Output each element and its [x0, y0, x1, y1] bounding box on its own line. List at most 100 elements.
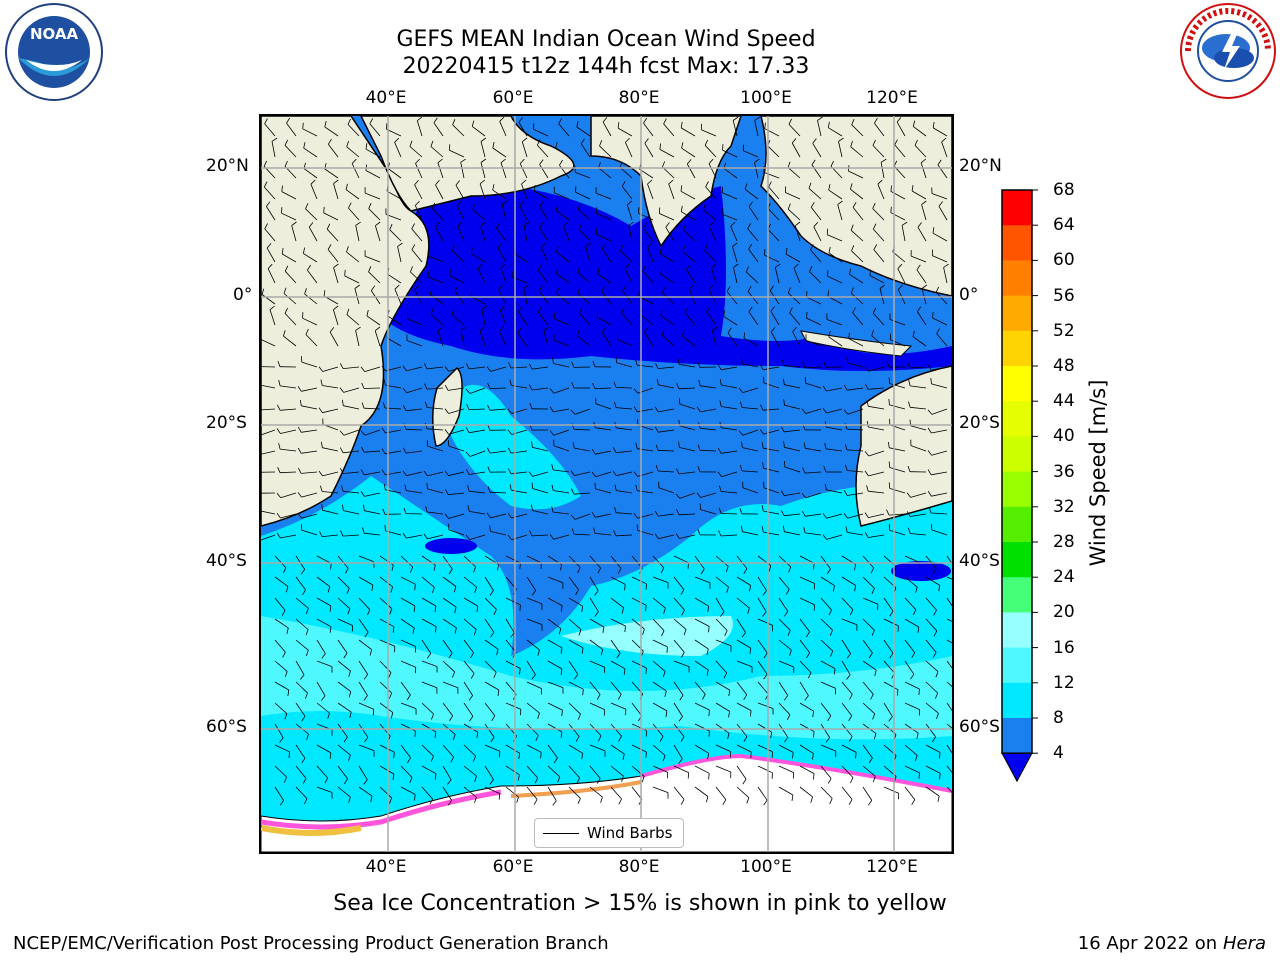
wind-barb-flag — [308, 222, 314, 228]
wind-barb-flag — [918, 688, 920, 696]
wind-barb-flag — [339, 387, 344, 393]
wind-barb-flag — [932, 121, 935, 128]
wind-barb — [736, 597, 750, 609]
wind-barb — [694, 639, 709, 650]
wind-barb — [261, 534, 276, 541]
wind-barb-flag — [447, 779, 452, 785]
wind-barb-flag — [283, 776, 287, 783]
wind-barb-flag — [517, 327, 522, 334]
wind-barb — [421, 744, 434, 757]
wind-barb-flag — [613, 381, 617, 388]
wind-barb-flag — [509, 484, 512, 491]
wind-barb-flag — [355, 326, 361, 331]
wind-barb — [337, 765, 348, 780]
wind-barb — [621, 186, 633, 200]
wind-barb — [421, 576, 435, 588]
wind-barb — [610, 681, 622, 695]
wind-barb — [463, 786, 477, 798]
wind-barb — [343, 510, 360, 515]
wind-barb-flag — [288, 751, 290, 758]
wind-barb-flag — [535, 735, 539, 741]
wind-barb — [563, 225, 570, 242]
wind-barb-flag — [762, 462, 764, 469]
wind-barb — [610, 555, 622, 569]
wind-barb-flag — [733, 263, 739, 268]
wind-barb-flag — [577, 713, 581, 720]
wind-barb-flag — [286, 627, 289, 634]
wind-barb-flag — [654, 426, 659, 433]
wind-barb-flag — [364, 737, 369, 743]
wind-barb-flag — [435, 222, 440, 228]
map-canvas — [261, 116, 952, 852]
wind-barb-flag — [743, 736, 748, 742]
wind-barb-flag — [707, 753, 710, 760]
wind-barb-flag — [403, 507, 407, 514]
wind-barb-flag — [333, 263, 339, 268]
wind-barb — [715, 681, 731, 691]
wind-barb — [484, 681, 500, 691]
wind-barb-flag — [787, 203, 791, 210]
wind-barb-flag — [930, 377, 932, 384]
wind-barb-flag — [870, 567, 875, 574]
wind-barb-flag — [487, 466, 491, 473]
wind-barb-flag — [916, 306, 922, 312]
wind-barb-flag — [826, 568, 831, 575]
wind-barb — [316, 555, 332, 564]
wind-barb-flag — [599, 140, 603, 147]
wind-barb — [430, 314, 444, 326]
lat-label-right: 40°S — [959, 551, 1000, 571]
wind-barb — [754, 120, 759, 137]
wind-barb — [828, 252, 843, 263]
wind-barb — [304, 293, 318, 305]
wind-barb — [784, 446, 801, 452]
wind-barb-flag — [281, 610, 286, 616]
wind-barb — [379, 660, 392, 673]
wind-barb — [682, 335, 696, 347]
wind-barb-flag — [577, 266, 581, 273]
wind-barb — [890, 339, 906, 347]
wind-barb — [673, 786, 685, 800]
wind-barb-flag — [622, 753, 625, 760]
wind-barb-flag — [448, 568, 453, 575]
wind-barb-flag — [497, 689, 500, 696]
wind-barb — [820, 681, 836, 689]
wind-barb — [846, 449, 864, 452]
wind-barb — [736, 723, 748, 737]
wind-barb — [643, 227, 654, 242]
wind-barb — [345, 189, 360, 200]
wind-barb-flag — [409, 140, 413, 147]
wind-barb — [873, 228, 885, 242]
wind-barb — [505, 702, 521, 710]
wind-barb — [682, 251, 696, 263]
wind-barb-flag — [452, 671, 456, 678]
wind-barb — [547, 660, 563, 670]
wind-barb — [375, 225, 381, 242]
wind-barb — [547, 618, 562, 629]
wind-barb — [820, 744, 836, 752]
wind-barb-flag — [581, 647, 584, 654]
wind-barb — [577, 335, 591, 347]
wind-barb-flag — [469, 716, 474, 722]
wind-barb — [489, 491, 507, 494]
wind-barb-flag — [792, 752, 794, 759]
wind-barb-flag — [426, 482, 428, 489]
wind-barb-flag — [871, 630, 875, 636]
wind-barb — [637, 364, 654, 368]
wind-barb-flag — [490, 632, 495, 638]
wind-barb-flag — [355, 221, 361, 226]
wind-barb — [937, 164, 948, 179]
wind-barb-flag — [261, 288, 265, 295]
wind-barb-flag — [264, 223, 268, 229]
wind-barb-flag — [318, 366, 324, 372]
wind-barb-flag — [635, 442, 638, 449]
wind-barb — [553, 408, 570, 413]
wind-barb-flag — [824, 421, 827, 428]
wind-barb-flag — [330, 563, 332, 570]
wind-barb-flag — [748, 201, 753, 207]
wind-barb-flag — [571, 382, 575, 389]
wind-barb-flag — [811, 753, 814, 760]
wind-barb — [862, 618, 875, 631]
wind-barb-flag — [596, 694, 601, 700]
wind-barb-flag — [864, 451, 870, 457]
wind-barb — [763, 382, 780, 389]
